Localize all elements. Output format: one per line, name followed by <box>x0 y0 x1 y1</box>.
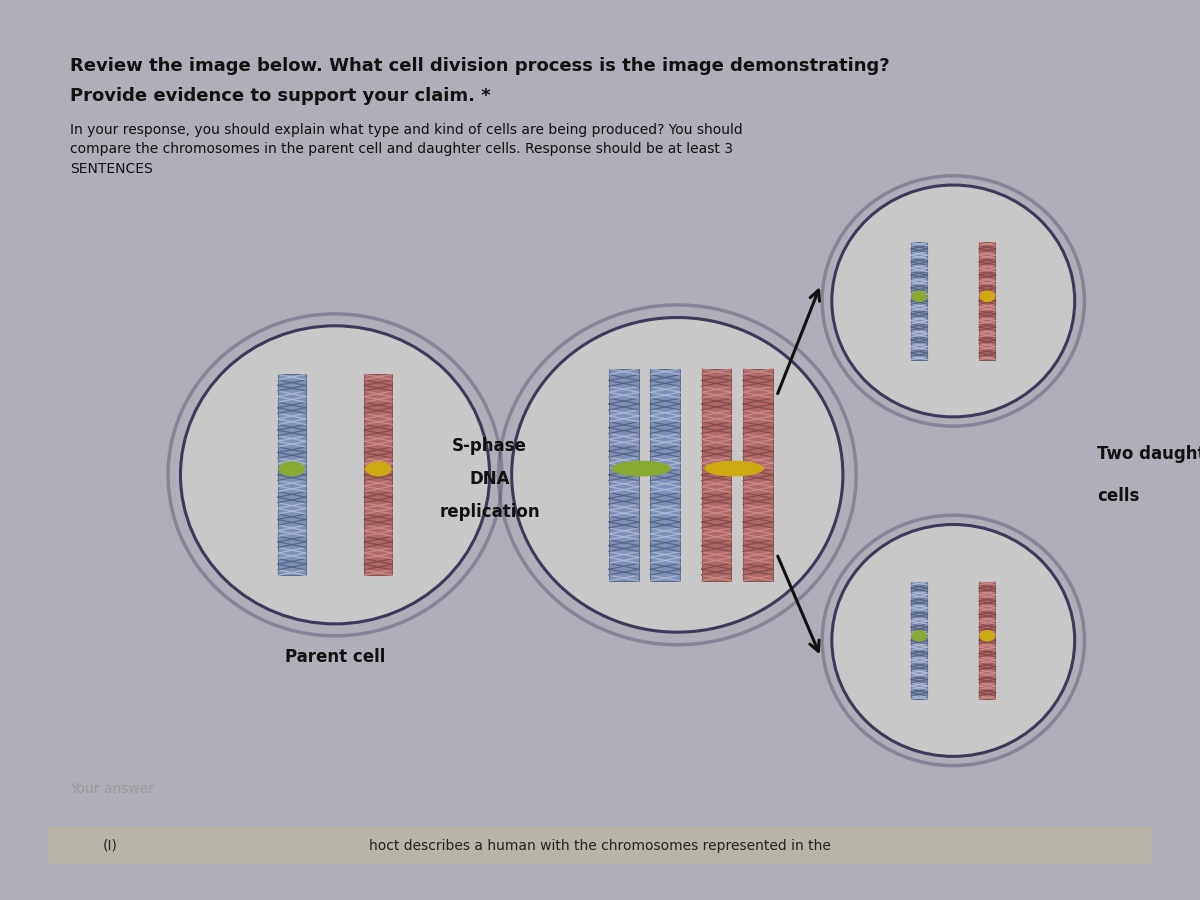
Polygon shape <box>743 369 773 581</box>
Ellipse shape <box>979 291 995 302</box>
Polygon shape <box>48 827 1152 864</box>
Ellipse shape <box>912 291 928 302</box>
Text: replication: replication <box>439 503 540 521</box>
Polygon shape <box>979 581 996 699</box>
Ellipse shape <box>979 630 995 642</box>
Ellipse shape <box>612 461 671 476</box>
Text: DNA: DNA <box>469 470 510 488</box>
Ellipse shape <box>511 318 842 632</box>
Text: (I): (I) <box>103 839 118 853</box>
Polygon shape <box>911 242 928 360</box>
Text: Parent cell: Parent cell <box>284 648 385 666</box>
Ellipse shape <box>704 461 764 476</box>
Text: cells: cells <box>1097 487 1139 505</box>
Polygon shape <box>911 581 928 699</box>
Polygon shape <box>650 369 680 581</box>
Polygon shape <box>979 242 996 360</box>
Text: hoct describes a human with the chromosomes represented in the: hoct describes a human with the chromoso… <box>370 839 830 853</box>
Ellipse shape <box>912 630 928 642</box>
Ellipse shape <box>832 525 1075 756</box>
Ellipse shape <box>365 462 391 476</box>
Polygon shape <box>365 374 392 575</box>
Polygon shape <box>702 369 731 581</box>
Text: Review the image below. What cell division process is the image demonstrating?: Review the image below. What cell divisi… <box>70 57 889 75</box>
Ellipse shape <box>278 462 305 476</box>
Polygon shape <box>278 374 306 575</box>
Text: S-phase: S-phase <box>452 436 527 454</box>
Ellipse shape <box>832 185 1075 417</box>
Polygon shape <box>608 369 638 581</box>
Text: In your response, you should explain what type and kind of cells are being produ: In your response, you should explain wha… <box>70 123 743 176</box>
Ellipse shape <box>180 326 490 624</box>
Text: Your answer: Your answer <box>70 782 154 796</box>
Text: Provide evidence to support your claim. *: Provide evidence to support your claim. … <box>70 87 491 105</box>
Text: Two daughter: Two daughter <box>1097 446 1200 464</box>
